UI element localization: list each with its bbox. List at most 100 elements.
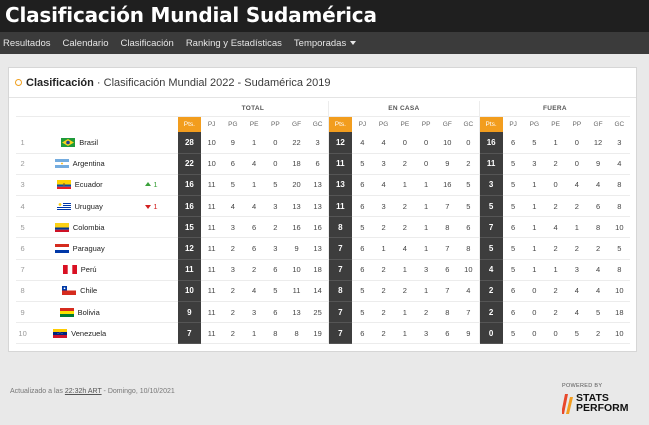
team-name[interactable]: Perú [80,265,97,275]
home-pts-cell: 8 [328,280,352,303]
away-pp-cell: 4 [566,301,588,324]
table-row[interactable]: 4 Uruguay 1 16 11 4 4 3 13 13 11 6 3 2 1 7 5 5 5 1 2 2 6 8 [16,195,630,218]
blank-col-header [16,116,178,132]
away-pp-cell: 2 [566,237,588,260]
col-away-1: PJ [509,120,517,128]
total-gc-cell: 13 [307,237,329,260]
away-gf-cell: 2 [587,322,609,345]
team-cell[interactable]: Argentina [31,153,129,175]
uruguay-flag-icon [56,201,71,211]
col-home-0: Pts. [328,116,352,132]
team-cell[interactable]: Ecuador [31,174,129,197]
team-cell[interactable]: Venezuela [31,322,129,345]
peru-flag-icon [62,265,77,275]
away-pj-cell: 5 [502,153,524,175]
away-gf-cell: 4 [587,259,609,281]
total-gc-cell: 25 [307,301,329,324]
home-gc-cell: 7 [457,301,480,324]
col-total-3: PE [249,120,259,128]
home-gf-cell: 9 [436,153,458,175]
team-name[interactable]: Brasil [79,137,99,147]
standings-panel: Clasificación · Clasificación Mundial 20… [8,67,637,352]
position-change-value: 1 [153,201,158,211]
team-name[interactable]: Ecuador [74,180,103,190]
nav-resultados[interactable]: Resultados [3,37,51,49]
team-cell[interactable]: Colombia [31,216,129,239]
total-gc-cell: 13 [307,174,329,197]
away-pg-cell: 3 [523,153,545,175]
team-name[interactable]: Uruguay [74,201,103,211]
total-pp-cell: 0 [264,132,286,154]
team-cell[interactable]: Uruguay [31,195,129,218]
col-away-4: PP [572,120,582,128]
col-total-1: PJ [207,120,216,128]
away-gf-cell: 9 [587,153,609,175]
team-name[interactable]: Argentina [72,159,105,169]
total-gf-cell: 11 [285,280,308,303]
updated-time[interactable]: 22:32h ART [64,388,102,395]
away-pg-cell: 1 [523,174,545,197]
table-row[interactable]: 9 Bolivia 9 11 2 3 6 13 25 7 5 2 1 2 8 7 2 6 0 2 4 5 18 [16,301,630,324]
table-row[interactable]: 5 Colombia 15 11 3 6 2 16 16 8 5 2 2 1 8 6 7 6 1 4 1 8 10 [16,216,630,239]
home-gf-cell: 8 [436,301,458,324]
total-gf-cell: 18 [285,153,308,175]
nav-temporadas[interactable]: Temporadas [294,38,357,49]
blank-header [16,101,178,117]
total-pp-cell: 2 [264,216,286,239]
home-pp-cell: 0 [415,132,437,154]
table-row[interactable]: 1 Brasil 28 10 9 1 0 22 3 12 4 4 0 0 10 0 16 6 5 1 0 12 3 [16,132,630,154]
arrow-up-icon [145,182,152,187]
home-pg-cell: 4 [373,132,395,154]
table-row[interactable]: 6 Paraguay 12 11 2 6 3 9 13 7 6 1 4 1 7 8 5 5 1 2 2 2 5 [16,237,630,260]
team-cell[interactable]: Paraguay [31,237,129,260]
away-gc-cell: 10 [608,322,630,345]
row-position: 7 [16,259,32,281]
team-name[interactable]: Paraguay [72,244,105,254]
panel-title-bold: Clasificación [26,77,94,89]
team-name[interactable]: Venezuela [71,328,107,338]
away-gc-cell: 4 [608,153,630,175]
away-pts-cell: 2 [478,280,503,303]
row-position: 3 [16,174,32,197]
table-row[interactable]: 10 Venezuela 7 11 2 1 8 8 19 7 6 2 1 3 6 9 0 5 0 0 5 2 10 [16,322,630,345]
away-gc-cell: 5 [608,237,630,260]
away-pe-cell: 2 [544,301,567,324]
brazil-flag-icon [61,137,76,147]
team-cell[interactable]: Brasil [31,132,129,154]
row-position: 4 [16,195,32,218]
col-home-2: PG [378,120,389,128]
away-gf-cell: 5 [587,301,609,324]
row-position: 9 [16,301,32,324]
position-change [128,153,178,175]
home-gf-cell: 7 [436,280,458,303]
home-pp-cell: 3 [415,259,437,281]
stats-perform-logo[interactable]: STATS PERFORM [562,392,642,418]
table-row[interactable]: 2 Argentina 22 10 6 4 0 18 6 11 5 3 2 0 9 2 11 5 3 2 0 9 4 [16,153,630,175]
col-home-6: GC [463,120,474,128]
away-gc-cell: 3 [608,132,630,154]
table-row[interactable]: 3 Ecuador 1 16 11 5 1 5 20 13 13 6 4 1 1 16 5 3 5 1 0 4 4 8 [16,174,630,197]
col-total-0: Pts. [177,116,202,132]
team-name[interactable]: Bolivia [77,307,100,317]
team-name[interactable]: Colombia [72,222,105,232]
team-cell[interactable]: Perú [31,259,129,281]
team-name[interactable]: Chile [80,286,98,296]
nav-clasificacion[interactable]: Clasificación [120,37,174,49]
table-row[interactable]: 8 Chile 10 11 2 4 5 11 14 8 5 2 2 1 7 4 2 6 0 2 4 4 10 [16,280,630,303]
total-pp-cell: 3 [264,195,286,218]
away-pj-cell: 6 [502,132,524,154]
team-cell[interactable]: Bolivia [31,301,129,324]
home-gc-cell: 9 [457,322,480,345]
total-pe-cell: 4 [243,280,265,303]
away-pe-cell: 1 [544,132,567,154]
nav-ranking[interactable]: Ranking y Estadísticas [185,37,282,49]
total-pg-cell: 3 [222,259,244,281]
total-pj-cell: 11 [201,301,223,324]
team-cell[interactable]: Chile [31,280,129,303]
nav-calendario[interactable]: Calendario [62,37,109,49]
group-total: TOTAL [177,101,329,117]
total-pp-cell: 5 [264,174,286,197]
home-pe-cell: 1 [394,301,416,324]
away-gc-cell: 8 [608,174,630,197]
table-row[interactable]: 7 Perú 11 11 3 2 6 10 18 7 6 2 1 3 6 10 4 5 1 1 3 4 8 [16,259,630,281]
